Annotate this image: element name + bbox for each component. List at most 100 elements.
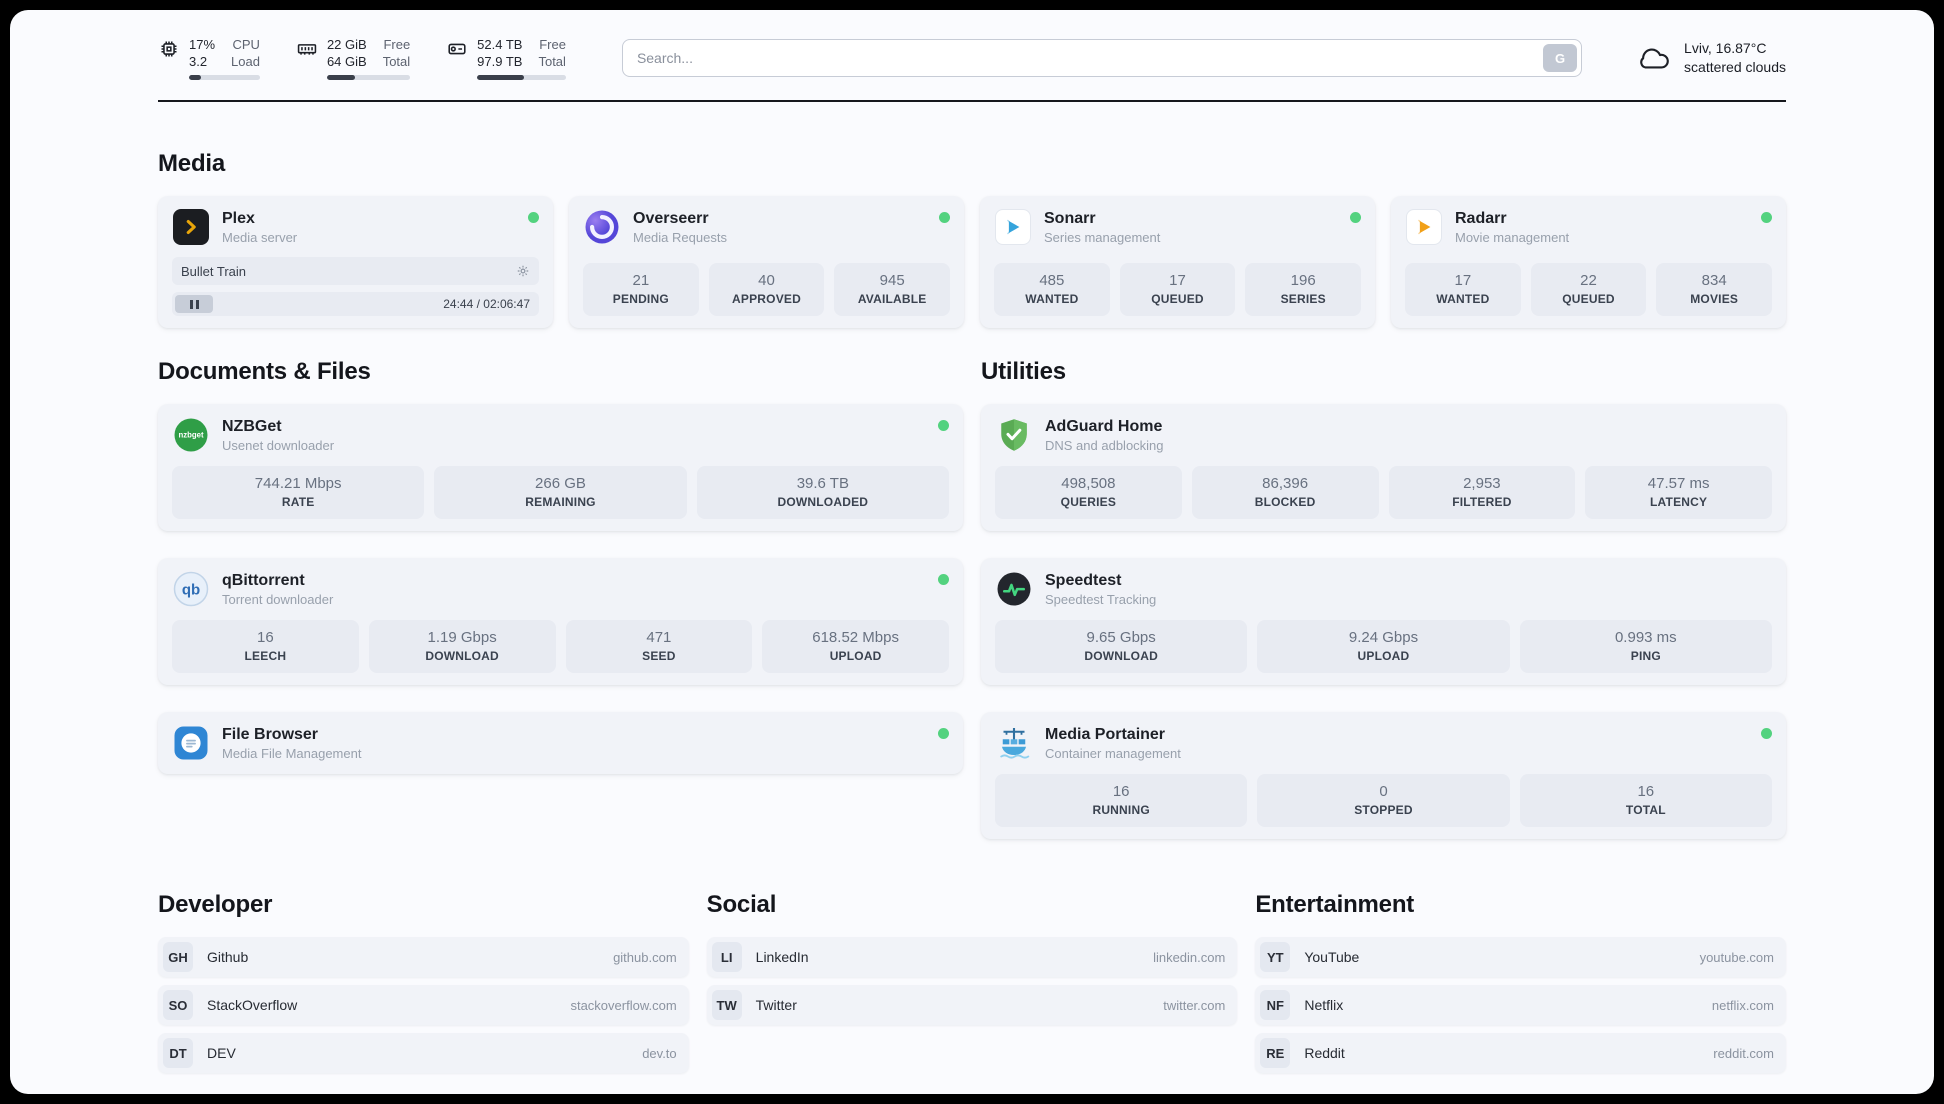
bookmark-url: stackoverflow.com <box>570 997 677 1013</box>
player-progress-row: 24:44 / 02:06:47 <box>172 292 539 316</box>
status-online-dot <box>1761 728 1772 739</box>
youtube-badge: YT <box>1260 942 1291 972</box>
speedtest-stats: 9.65 Gbps DOWNLOAD 9.24 Gbps UPLOAD 0.99… <box>995 608 1772 673</box>
svg-text:qb: qb <box>182 581 200 598</box>
ram-labels: Free Total <box>383 36 410 70</box>
portainer-stats: 16 RUNNING 0 STOPPED 16 TOTAL <box>995 762 1772 827</box>
bookmark-url: github.com <box>613 949 677 965</box>
gear-icon[interactable] <box>516 264 530 278</box>
search-input[interactable] <box>621 39 1583 77</box>
app-subtitle: Usenet downloader <box>222 437 335 453</box>
portainer-meta: Media Portainer Container management <box>1045 726 1181 761</box>
app-card-sonarr[interactable]: Sonarr Series management 485 WANTED 17 Q… <box>980 196 1375 328</box>
cpu-chip-icon <box>158 38 180 60</box>
app-card-adguard[interactable]: AdGuard Home DNS and adblocking 498,508 … <box>981 404 1786 531</box>
app-card-filebrowser[interactable]: File Browser Media File Management <box>158 712 963 774</box>
filebrowser-meta: File Browser Media File Management <box>222 726 361 761</box>
radarr-stats: 17 WANTED 22 QUEUED 834 MOVIES <box>1405 251 1773 316</box>
stat-movies: 834 MOVIES <box>1656 263 1773 316</box>
dashboard-frame: 17% 3.2 CPU Load <box>10 10 1934 1094</box>
bookmarks-grid: Developer GH Github github.com SO StackO… <box>158 891 1786 1073</box>
section-developer: Developer GH Github github.com SO StackO… <box>158 891 689 1073</box>
hard-drive-icon <box>446 38 468 60</box>
app-subtitle: Torrent downloader <box>222 591 334 607</box>
app-subtitle: Media File Management <box>222 745 362 761</box>
speedtest-meta: Speedtest Speedtest Tracking <box>1045 572 1156 607</box>
status-online-dot <box>1761 212 1772 223</box>
app-card-portainer[interactable]: Media Portainer Container management 16 … <box>981 712 1786 839</box>
disk-values: 52.4 TB 97.9 TB <box>477 36 522 70</box>
sonarr-meta: Sonarr Series management <box>1044 210 1160 245</box>
stat-wanted: 17 WANTED <box>1405 263 1521 316</box>
app-subtitle: DNS and adblocking <box>1045 437 1164 453</box>
app-card-overseerr[interactable]: Overseerr Media Requests 21 PENDING 40 A… <box>569 196 964 328</box>
bookmark-dev[interactable]: DT DEV dev.to <box>158 1033 689 1073</box>
sonarr-icon <box>994 208 1032 246</box>
bookmark-url: linkedin.com <box>1153 949 1226 965</box>
disk-free-label: Free <box>539 37 566 52</box>
bookmark-url: netflix.com <box>1711 997 1774 1013</box>
search-engine-button[interactable]: G <box>1543 44 1578 72</box>
cpu-values: 17% 3.2 <box>189 36 215 70</box>
stat-upload: 618.52 Mbps UPLOAD <box>762 620 949 673</box>
stat-queued: 17 QUEUED <box>1119 263 1236 316</box>
app-card-radarr[interactable]: Radarr Movie management 17 WANTED 22 QUE… <box>1391 196 1786 328</box>
app-card-speedtest[interactable]: Speedtest Speedtest Tracking 9.65 Gbps D… <box>981 558 1786 685</box>
svg-text:nzbget: nzbget <box>178 431 204 440</box>
bookmark-url: dev.to <box>642 1045 677 1061</box>
section-media: Media Plex Me <box>158 150 1786 328</box>
stat-ping: 0.993 ms PING <box>1519 620 1772 673</box>
stat-approved: 40 APPROVED <box>708 263 825 316</box>
app-card-plex[interactable]: Plex Media server Bullet Train <box>158 196 553 328</box>
disk-total-label: Total <box>538 54 566 69</box>
overseerr-meta: Overseerr Media Requests <box>633 210 727 245</box>
stat-queued: 22 QUEUED <box>1530 263 1647 316</box>
bookmark-github[interactable]: GH Github github.com <box>158 937 689 977</box>
app-card-qbittorrent[interactable]: qb qBittorrent Torrent downloader <box>158 558 963 685</box>
disk-progress-fill <box>477 75 525 80</box>
ram-total-value: 64 GiB <box>326 54 367 69</box>
weather-text: Lviv, 16.87°C scattered clouds <box>1684 39 1786 77</box>
bookmark-name: StackOverflow <box>207 997 298 1013</box>
bookmark-twitter[interactable]: TW Twitter twitter.com <box>706 985 1238 1025</box>
linkedin-badge: LI <box>711 942 742 972</box>
bookmark-name: Reddit <box>1304 1045 1345 1061</box>
plex-icon <box>172 208 210 246</box>
bookmark-url: reddit.com <box>1713 1045 1774 1061</box>
weather-location: Lviv, 16.87°C <box>1684 40 1767 56</box>
bookmark-netflix[interactable]: NF Netflix netflix.com <box>1255 985 1786 1025</box>
app-name: Radarr <box>1455 209 1507 227</box>
bookmark-youtube[interactable]: YT YouTube youtube.com <box>1255 937 1786 977</box>
stat-wanted: 485 WANTED <box>994 263 1110 316</box>
qbittorrent-meta: qBittorrent Torrent downloader <box>222 572 333 607</box>
section-title-utilities: Utilities <box>981 358 1066 385</box>
pause-button[interactable] <box>175 295 213 313</box>
netflix-badge: NF <box>1260 990 1291 1020</box>
speedtest-icon <box>995 570 1033 608</box>
app-card-nzbget[interactable]: nzbget NZBGet Usenet downloader 74 <box>158 404 963 531</box>
radarr-icon <box>1405 208 1443 246</box>
now-playing-title: Bullet Train <box>181 263 247 279</box>
nzbget-meta: NZBGet Usenet downloader <box>222 418 334 453</box>
bookmark-name: YouTube <box>1304 949 1360 965</box>
playback-time: 24:44 / 02:06:47 <box>443 297 530 311</box>
bookmark-reddit[interactable]: RE Reddit reddit.com <box>1255 1033 1786 1073</box>
disk-progress-bar <box>477 75 566 80</box>
stat-stopped: 0 STOPPED <box>1257 774 1510 827</box>
app-subtitle: Movie management <box>1455 229 1570 245</box>
cpu-load-value: 3.2 <box>189 54 208 69</box>
stat-running: 16 RUNNING <box>995 774 1248 827</box>
ram-free-label: Free <box>383 37 411 52</box>
bookmark-stackoverflow[interactable]: SO StackOverflow stackoverflow.com <box>158 985 689 1025</box>
app-subtitle: Speedtest Tracking <box>1045 591 1157 607</box>
ram-widget: 22 GiB 64 GiB Free Total <box>296 36 411 80</box>
disk-labels: Free Total <box>538 36 565 70</box>
stat-download: 9.65 Gbps DOWNLOAD <box>995 620 1248 673</box>
section-entertainment: Entertainment YT YouTube youtube.com NF … <box>1255 891 1786 1073</box>
portainer-icon <box>995 724 1033 762</box>
ram-progress-bar <box>326 75 411 80</box>
bookmark-linkedin[interactable]: LI LinkedIn linkedin.com <box>706 937 1238 977</box>
app-subtitle: Series management <box>1044 229 1161 245</box>
now-playing-row: Bullet Train <box>172 257 539 285</box>
stat-blocked: 86,396 BLOCKED <box>1191 466 1379 519</box>
